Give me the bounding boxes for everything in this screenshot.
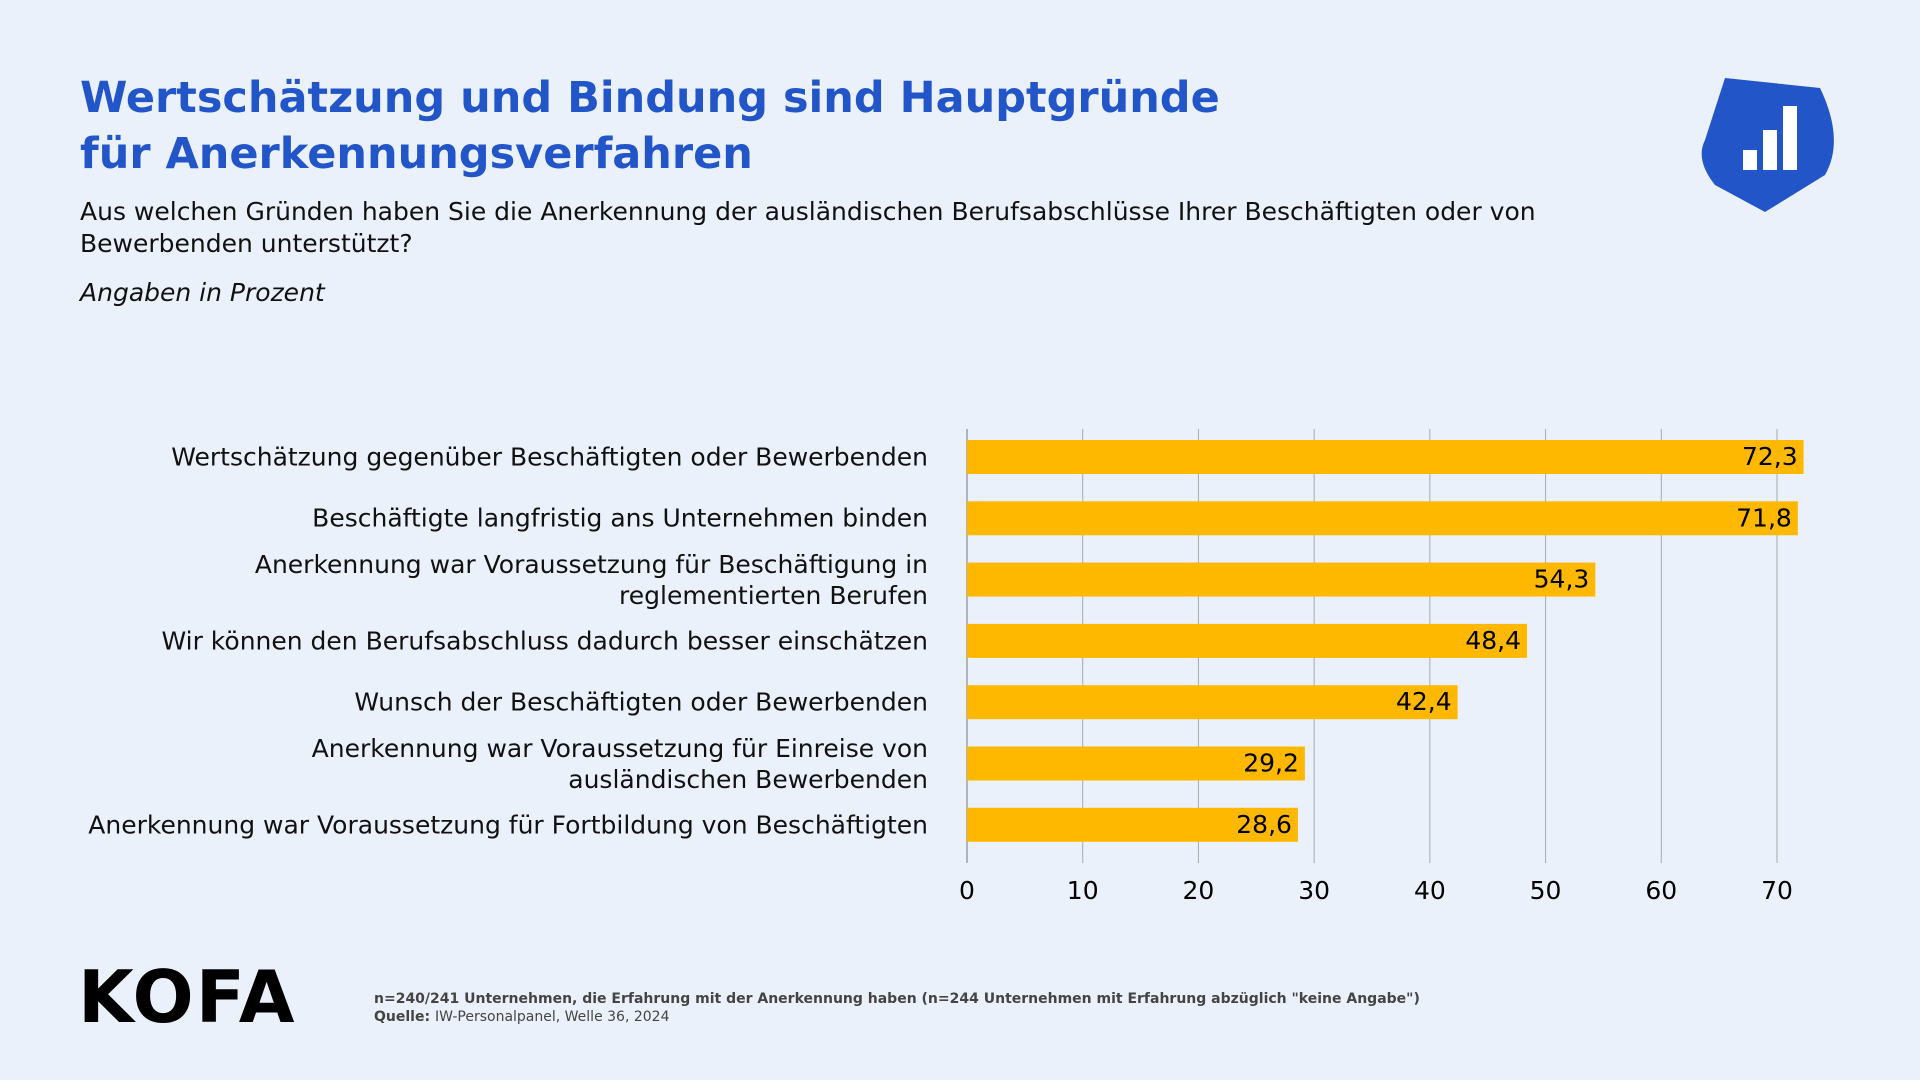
footer: n=240/241 Unternehmen, die Erfahrung mit… [374,990,1420,1026]
subtitle: Aus welchen Gründen haben Sie die Anerke… [80,197,1536,258]
bar [967,562,1596,597]
bar [967,623,1528,658]
category-label: Wunsch der Beschäftigten oder Bewerbende… [354,687,928,717]
x-tick-label: 60 [1645,876,1677,905]
category-label: Anerkennung war Voraussetzung für Beschä… [254,549,928,610]
title: Wertschätzung und Bindung sind Hauptgrün… [80,73,1220,179]
x-tick-label: 50 [1530,876,1562,905]
category-label: Wir können den Berufsabschluss dadurch b… [161,626,928,656]
category-label: Beschäftigte langfristig ans Unternehmen… [312,503,928,533]
category-label: Anerkennung war Voraussetzung für Einrei… [311,733,928,794]
data-label: 54,3 [1534,565,1590,594]
data-label: 42,4 [1396,687,1452,716]
x-tick-label: 10 [1067,876,1099,905]
bar [967,807,1298,842]
category-label: Anerkennung war Voraussetzung für Fortbi… [88,810,928,840]
data-label: 48,4 [1465,626,1521,655]
bar [967,685,1458,720]
data-label: 72,3 [1742,442,1798,471]
x-tick-label: 20 [1183,876,1215,905]
note: n=240/241 Unternehmen, die Erfahrung mit… [374,991,1420,1007]
data-label: 28,6 [1236,810,1292,839]
data-label: 29,2 [1243,749,1299,778]
source-label: Quelle: [374,1009,431,1025]
x-tick-label: 0 [959,876,975,905]
bar [967,746,1305,781]
source: Quelle: IW-Personalpanel, Welle 36, 2024 [374,1008,1420,1026]
data-label: 71,8 [1736,503,1792,532]
badge [1701,78,1834,212]
x-tick-label: 40 [1414,876,1446,905]
x-tick-label: 70 [1761,876,1793,905]
category-label: Wertschätzung gegenüber Beschäftigten od… [171,442,928,472]
bar [967,501,1798,536]
x-tick-label: 30 [1298,876,1330,905]
bar [967,440,1804,474]
unit-note: Angaben in Prozent [80,278,325,307]
source-text: IW-Personalpanel, Welle 36, 2024 [434,1009,670,1025]
logo: KOFA [78,955,297,1039]
